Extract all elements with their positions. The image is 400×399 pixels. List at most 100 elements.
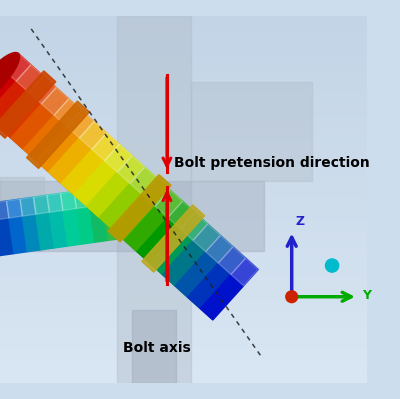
Polygon shape [47, 194, 68, 248]
Bar [0, 114, 367, 120]
Polygon shape [5, 121, 21, 147]
Polygon shape [79, 122, 107, 149]
Polygon shape [37, 150, 53, 176]
Bar [0, 157, 367, 163]
Polygon shape [20, 197, 41, 252]
Polygon shape [4, 53, 31, 81]
Bar [0, 138, 367, 144]
Bar [0, 89, 367, 95]
Bar [0, 249, 367, 255]
Bar [0, 310, 367, 316]
Bar [0, 267, 367, 273]
Polygon shape [16, 65, 44, 93]
Circle shape [286, 291, 298, 302]
Bar [0, 108, 367, 114]
Bar [0, 28, 367, 34]
Polygon shape [104, 144, 132, 172]
Polygon shape [132, 310, 176, 383]
Polygon shape [0, 76, 56, 138]
Bar [0, 359, 367, 365]
Polygon shape [137, 201, 195, 263]
Bar [0, 285, 367, 291]
Polygon shape [0, 201, 9, 220]
Text: Bolt pretension direction: Bolt pretension direction [174, 156, 370, 170]
Bar [0, 316, 367, 322]
Bar [0, 102, 367, 108]
Polygon shape [29, 76, 56, 104]
Polygon shape [69, 179, 85, 205]
Polygon shape [88, 188, 108, 242]
Bar [0, 16, 367, 22]
Polygon shape [0, 178, 44, 251]
Polygon shape [108, 175, 171, 242]
Polygon shape [142, 205, 205, 272]
Bar [0, 322, 367, 328]
Bar [0, 328, 367, 334]
Polygon shape [61, 133, 119, 195]
Bar [0, 120, 367, 126]
Polygon shape [54, 99, 82, 126]
Bar [0, 273, 367, 279]
Bar [0, 181, 367, 187]
Circle shape [326, 259, 339, 272]
Bar [0, 169, 367, 175]
Polygon shape [200, 258, 258, 320]
Polygon shape [67, 110, 94, 138]
Polygon shape [142, 178, 170, 206]
Bar [0, 205, 367, 212]
Polygon shape [218, 247, 246, 275]
Polygon shape [118, 16, 191, 383]
Polygon shape [130, 167, 157, 195]
Bar [0, 218, 367, 224]
Polygon shape [142, 180, 162, 235]
Polygon shape [0, 181, 264, 251]
Polygon shape [74, 190, 90, 209]
Polygon shape [175, 235, 233, 297]
Polygon shape [165, 265, 181, 291]
Polygon shape [53, 164, 69, 190]
Bar [0, 71, 367, 77]
Ellipse shape [0, 53, 20, 105]
Polygon shape [34, 195, 54, 250]
Bar [0, 53, 367, 59]
Bar [0, 144, 367, 150]
Bar [0, 304, 367, 310]
Polygon shape [74, 190, 95, 244]
Bar [0, 59, 367, 65]
Polygon shape [150, 213, 208, 275]
Bar [0, 34, 367, 40]
Polygon shape [0, 71, 56, 138]
Polygon shape [86, 156, 145, 217]
Bar [0, 346, 367, 352]
Polygon shape [142, 180, 157, 199]
Bar [0, 352, 367, 359]
Polygon shape [6, 199, 22, 218]
Polygon shape [112, 178, 170, 240]
Bar [0, 200, 367, 205]
Bar [0, 224, 367, 230]
Polygon shape [231, 258, 258, 286]
Bar [0, 40, 367, 47]
Bar [0, 291, 367, 297]
Polygon shape [197, 294, 213, 320]
Bar [0, 255, 367, 261]
Polygon shape [149, 251, 165, 277]
Text: Y: Y [362, 288, 371, 302]
Text: Z: Z [295, 215, 304, 228]
Polygon shape [162, 224, 220, 286]
Polygon shape [0, 53, 31, 115]
Polygon shape [133, 237, 149, 262]
Polygon shape [21, 136, 37, 162]
Polygon shape [6, 199, 28, 254]
Bar [0, 47, 367, 53]
Polygon shape [0, 201, 14, 255]
Bar [0, 371, 367, 377]
Polygon shape [117, 156, 145, 184]
Polygon shape [168, 201, 195, 229]
Polygon shape [92, 133, 119, 161]
Polygon shape [155, 190, 182, 217]
Polygon shape [24, 99, 82, 161]
Bar [0, 83, 367, 89]
Polygon shape [20, 197, 36, 216]
Bar [0, 132, 367, 138]
